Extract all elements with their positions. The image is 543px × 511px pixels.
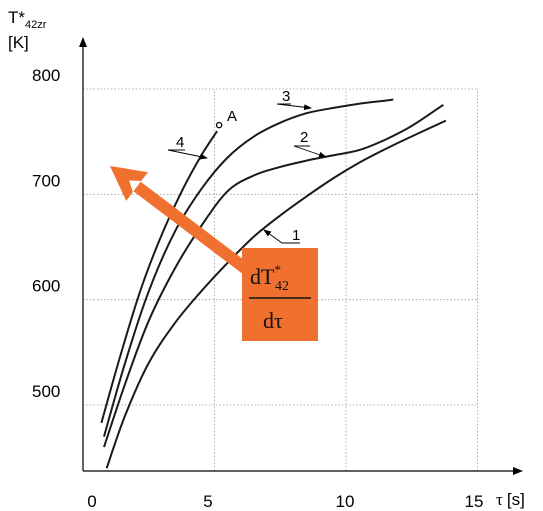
axes: 500 600 700 800 0 5 10 15 — [32, 37, 523, 511]
series-labels: 1 2 3 4 — [167, 88, 327, 244]
y-tick-label-600: 600 — [32, 277, 60, 296]
y-axis-title: T*42zr — [8, 8, 47, 31]
series-line-1 — [105, 119, 447, 469]
x-tick-label-5: 5 — [203, 492, 212, 511]
series-label-1: 1 — [292, 227, 300, 244]
series-leader-2 — [293, 145, 327, 158]
series-line-3 — [103, 98, 394, 437]
point-a-marker — [215, 121, 223, 129]
y-axis-unit: [K] — [8, 33, 29, 52]
derivative-numerator: dT* 42 — [250, 262, 289, 294]
y-tick-label-800: 800 — [32, 66, 60, 85]
derivative-arrow — [110, 166, 254, 277]
derivative-box — [242, 248, 318, 341]
derivative-annotation: dT* 42 dτ — [110, 166, 318, 341]
derivative-denominator: dτ — [263, 308, 283, 333]
point-a-label: A — [227, 108, 237, 125]
series-label-4: 4 — [176, 134, 184, 151]
derivative-arrow-notch — [129, 180, 142, 193]
y-tick-label-500: 500 — [32, 382, 60, 401]
series-label-3: 3 — [282, 88, 290, 105]
series-leader-3 — [276, 103, 312, 111]
x-axis-title: τ [s] — [496, 490, 525, 509]
x-tick-label-15: 15 — [465, 492, 484, 511]
y-tick-label-700: 700 — [32, 171, 60, 190]
series-line-2 — [103, 103, 444, 448]
series-leader-4 — [167, 149, 208, 160]
series-label-2: 2 — [300, 129, 308, 146]
series-leader-1 — [263, 229, 300, 244]
x-tick-label-0: 0 — [87, 492, 96, 511]
x-tick-label-10: 10 — [336, 492, 355, 511]
